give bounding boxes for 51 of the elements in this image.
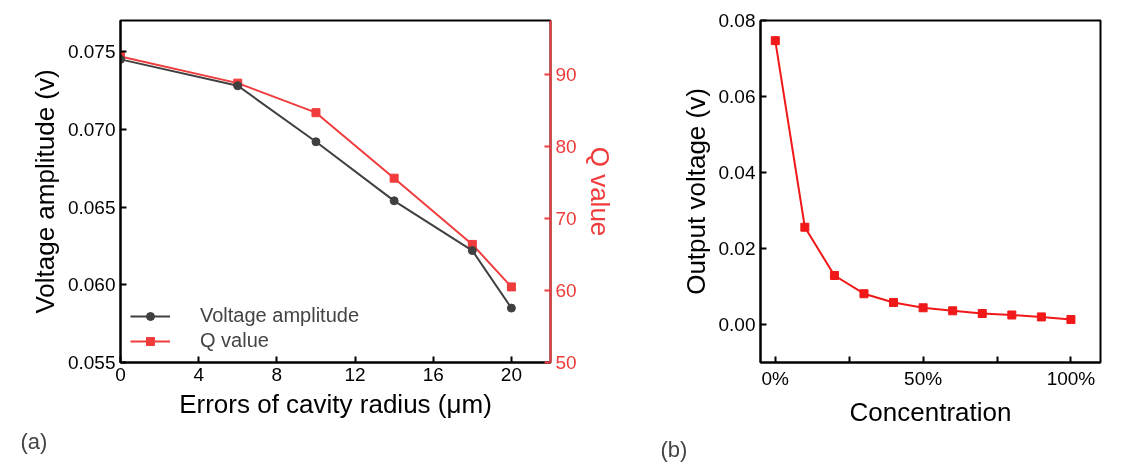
- point: [918, 303, 928, 313]
- point: [506, 303, 516, 313]
- point: [829, 270, 839, 280]
- y-tick-label: 0.060: [67, 274, 116, 296]
- y2-axis-title: Q value: [584, 146, 615, 237]
- x-tick-label: 0: [115, 363, 126, 385]
- legend-label: Q value: [200, 329, 269, 352]
- point: [1007, 310, 1017, 320]
- y-axis-title: Voltage amplitude (v): [29, 69, 60, 314]
- y-tick-label: 0.06: [718, 86, 756, 107]
- text: (b): [660, 436, 688, 462]
- point: [389, 173, 399, 183]
- y-tick-label: 0.075: [67, 41, 116, 63]
- y-tick-label: 0.065: [67, 196, 116, 218]
- x-axis-title: Concentration: [849, 396, 1012, 427]
- point: [977, 308, 987, 318]
- y-tick-label: 0.00: [718, 314, 756, 335]
- x-tick-label: 4: [193, 363, 205, 385]
- point: [770, 36, 780, 46]
- x-tick-label: 8: [271, 363, 283, 385]
- y-tick-label: 0.02: [718, 238, 756, 259]
- point: [506, 282, 516, 292]
- y-tick-label: 0.070: [67, 118, 116, 140]
- y-tick-label: 0.04: [718, 162, 756, 183]
- y-tick-label: 0.08: [718, 10, 756, 31]
- x-axis-title: Errors of cavity radius (μm): [179, 388, 492, 419]
- y2-tick-label: 50: [555, 352, 577, 373]
- text: (a): [20, 428, 48, 454]
- legend-label: Voltage amplitude: [200, 304, 360, 327]
- point: [859, 289, 869, 299]
- point: [1066, 315, 1076, 325]
- y2-tick-label: 90: [555, 64, 577, 85]
- y-axis-title: Output voltage (v): [680, 88, 711, 295]
- point: [311, 137, 321, 147]
- y2-tick-label: 60: [555, 280, 577, 301]
- x-tick-label: 0%: [761, 367, 790, 389]
- y-tick-label: 0.055: [67, 352, 116, 373]
- x-tick-label: 20: [500, 363, 522, 385]
- x-tick-label: 16: [422, 363, 444, 385]
- y2-tick-label: 70: [555, 208, 577, 229]
- x-tick-label: 12: [344, 363, 366, 385]
- point: [948, 306, 958, 316]
- x-tick-label: 50%: [904, 367, 943, 389]
- point: [311, 108, 321, 118]
- x-tick-label: 100%: [1046, 367, 1096, 389]
- y2-tick-label: 80: [555, 136, 577, 157]
- point: [389, 196, 399, 206]
- point: [1036, 312, 1046, 322]
- point: [467, 246, 477, 256]
- point: [800, 222, 810, 232]
- point: [889, 297, 899, 307]
